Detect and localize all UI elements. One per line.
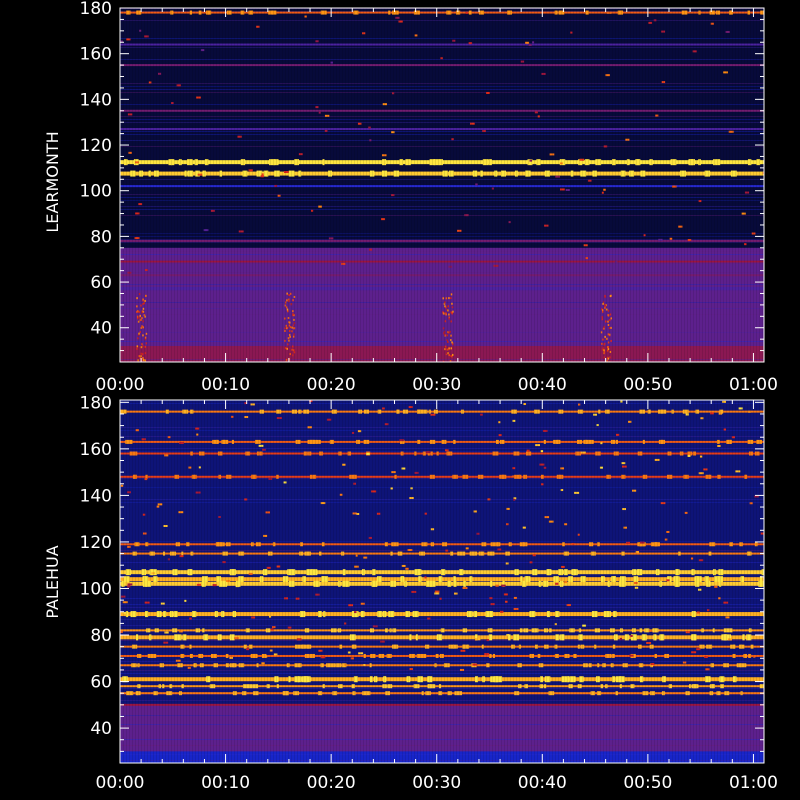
x-tick-label: 01:00 xyxy=(729,773,778,793)
learmonth-ylabel: LEARMONTH xyxy=(43,131,62,232)
x-tick-label: 00:00 xyxy=(96,375,145,395)
y-tick-label: 100 xyxy=(80,579,112,599)
x-tick-label: 00:50 xyxy=(623,773,672,793)
y-tick-label: 60 xyxy=(90,273,112,293)
x-tick-label: 00:20 xyxy=(307,375,356,395)
x-tick-label: 00:50 xyxy=(623,375,672,395)
stripe-overlay xyxy=(120,400,764,763)
y-tick-label: 100 xyxy=(80,182,112,202)
y-tick-label: 120 xyxy=(80,136,112,156)
y-tick-label: 140 xyxy=(80,486,112,506)
y-tick-label: 180 xyxy=(80,393,112,413)
y-tick-label: 180 xyxy=(80,0,112,19)
y-tick-label: 160 xyxy=(80,45,112,65)
x-tick-label: 01:00 xyxy=(729,375,778,395)
palehua-ylabel: PALEHUA xyxy=(43,545,62,618)
x-tick-label: 00:30 xyxy=(412,375,461,395)
learmonth-panel: LEARMONTH 40 60 80 100 120 140 160 180 00:00 00:1… xyxy=(43,0,778,395)
y-tick-label: 40 xyxy=(90,719,112,739)
x-tick-label: 00:30 xyxy=(412,773,461,793)
x-tick-label: 00:10 xyxy=(201,773,250,793)
plot-area xyxy=(120,400,764,763)
plot-area xyxy=(120,8,764,362)
x-tick-label: 00:20 xyxy=(307,773,356,793)
y-tick-label: 140 xyxy=(80,90,112,110)
y-tick-label: 60 xyxy=(90,673,112,693)
palehua-panel: PALEHUA 40 60 80 100 120 140 160 180 00:00 00:10 0… xyxy=(43,393,778,793)
y-tick-label: 120 xyxy=(80,533,112,553)
y-tick-label: 160 xyxy=(80,440,112,460)
stripe-overlay xyxy=(120,8,764,362)
plot-frame xyxy=(119,399,765,764)
x-tick-label: 00:10 xyxy=(201,375,250,395)
y-tick-label: 40 xyxy=(90,319,112,339)
y-tick-label: 80 xyxy=(90,227,112,247)
y-tick-label: 80 xyxy=(90,626,112,646)
plot-frame xyxy=(119,7,765,363)
x-tick-label: 00:40 xyxy=(518,375,567,395)
x-tick-label: 00:00 xyxy=(96,773,145,793)
x-tick-label: 00:40 xyxy=(518,773,567,793)
